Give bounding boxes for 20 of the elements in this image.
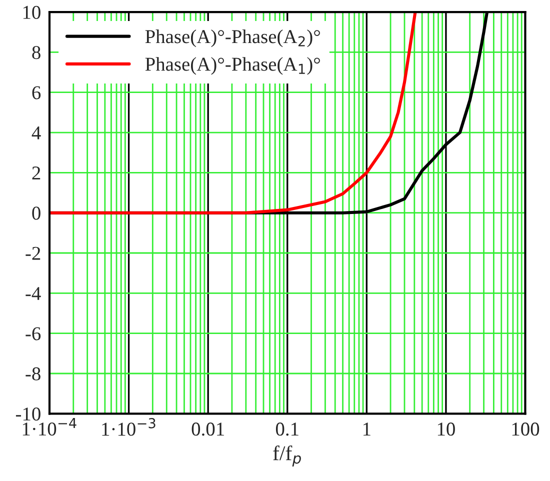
- x-tick-label: 0.01: [192, 422, 224, 436]
- y-tick-label: 8: [32, 46, 40, 60]
- x-tick-label: 10: [438, 422, 455, 436]
- legend-label: Phase(A)°-Phase(A$_{2}$)°: [145, 30, 320, 48]
- y-tick-label: 0: [32, 206, 40, 220]
- legend-label: Phase(A)°-Phase(A$_{1}$)°: [145, 57, 320, 75]
- y-tick-label: 6: [32, 86, 41, 100]
- y-tick-label: 4: [32, 126, 41, 140]
- x-tick-label: 100: [512, 422, 540, 436]
- y-tick-label: -2: [26, 246, 40, 260]
- y-tick-label: -10: [16, 407, 40, 421]
- y-tick-label: -6: [26, 327, 41, 340]
- y-tick-label: 10: [23, 6, 40, 19]
- x-tick-label: 0.1: [276, 422, 298, 436]
- y-tick-label: 2: [32, 166, 40, 180]
- x-axis-title: f/f$_{p}$: [273, 445, 301, 467]
- x-tick-label: 1: [364, 422, 370, 436]
- x-tick-label: 1·10$^{−3}$: [102, 418, 156, 436]
- y-tick-label: -8: [26, 367, 40, 380]
- y-tick-label: -4: [26, 287, 41, 300]
